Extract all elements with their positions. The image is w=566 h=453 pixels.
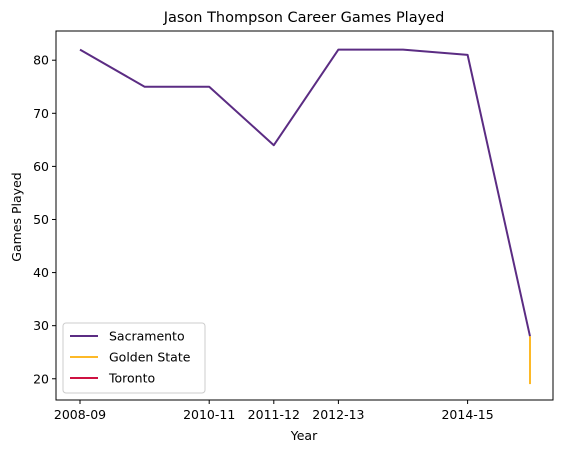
chart-title: Jason Thompson Career Games Played (163, 10, 445, 26)
y-tick-label: 30 (33, 318, 49, 333)
y-tick-label: 80 (33, 53, 49, 68)
y-tick-label: 70 (33, 106, 49, 121)
y-tick-label: 50 (33, 212, 49, 227)
x-axis-ticks: 2008-09 2010-11 2011-12 2012-13 2014-15 (54, 400, 494, 422)
legend-label: Toronto (108, 371, 155, 386)
y-tick-label: 40 (33, 265, 49, 280)
legend: Sacramento Golden State Toronto (62, 322, 206, 394)
x-tick-label: 2012-13 (312, 407, 364, 422)
legend-box (62, 322, 206, 394)
x-axis-label: Year (290, 428, 318, 443)
x-tick-label: 2008-09 (54, 407, 106, 422)
legend-label: Golden State (109, 350, 191, 365)
y-tick-label: 60 (33, 159, 49, 174)
series-line-sacramento (79, 48, 531, 337)
y-axis-ticks: 20 30 40 50 60 70 80 (33, 53, 56, 386)
x-tick-label: 2010-11 (183, 407, 235, 422)
y-tick-label: 20 (33, 371, 49, 386)
x-tick-label: 2014-15 (441, 407, 493, 422)
plot-frame (55, 30, 554, 401)
x-tick-label: 2011-12 (248, 407, 300, 422)
legend-label: Sacramento (109, 329, 185, 344)
series-lines (79, 48, 531, 385)
y-axis-label: Games Played (9, 172, 24, 261)
